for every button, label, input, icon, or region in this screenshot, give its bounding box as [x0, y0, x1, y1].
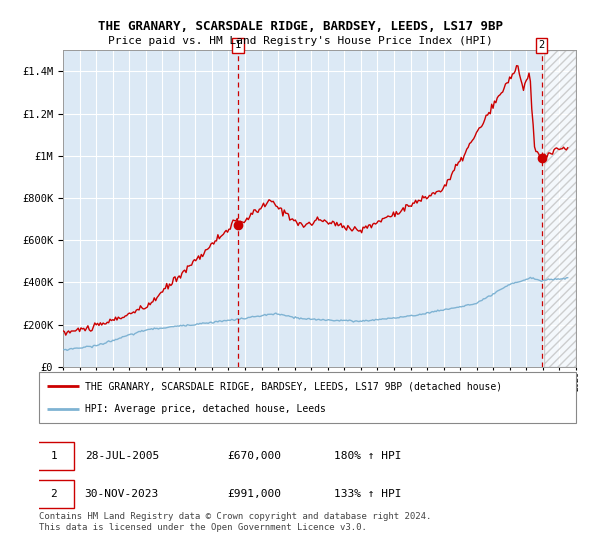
Text: HPI: Average price, detached house, Leeds: HPI: Average price, detached house, Leed…	[85, 404, 326, 414]
FancyBboxPatch shape	[34, 442, 74, 470]
Text: 2: 2	[538, 40, 545, 50]
FancyBboxPatch shape	[39, 372, 576, 423]
Text: £991,000: £991,000	[227, 489, 281, 499]
Text: 1: 1	[50, 451, 57, 461]
Text: 30-NOV-2023: 30-NOV-2023	[85, 489, 159, 499]
Text: 180% ↑ HPI: 180% ↑ HPI	[334, 451, 402, 461]
Text: 1: 1	[235, 40, 241, 50]
Bar	[544, 50, 576, 367]
Text: THE GRANARY, SCARSDALE RIDGE, BARDSEY, LEEDS, LS17 9BP (detached house): THE GRANARY, SCARSDALE RIDGE, BARDSEY, L…	[85, 381, 502, 391]
Text: Contains HM Land Registry data © Crown copyright and database right 2024.
This d: Contains HM Land Registry data © Crown c…	[39, 512, 431, 532]
Text: £670,000: £670,000	[227, 451, 281, 461]
Text: 2: 2	[50, 489, 57, 499]
Text: 28-JUL-2005: 28-JUL-2005	[85, 451, 159, 461]
Text: 133% ↑ HPI: 133% ↑ HPI	[334, 489, 402, 499]
Text: Price paid vs. HM Land Registry's House Price Index (HPI): Price paid vs. HM Land Registry's House …	[107, 36, 493, 46]
Text: THE GRANARY, SCARSDALE RIDGE, BARDSEY, LEEDS, LS17 9BP: THE GRANARY, SCARSDALE RIDGE, BARDSEY, L…	[97, 20, 503, 32]
FancyBboxPatch shape	[34, 480, 74, 508]
